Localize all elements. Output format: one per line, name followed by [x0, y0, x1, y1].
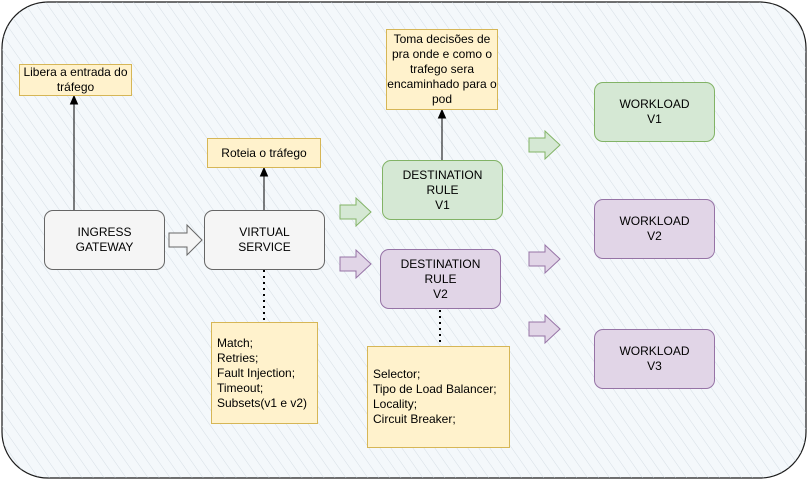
workload-v1-label: WORKLOAD — [619, 97, 690, 111]
workload-v3-node: WORKLOAD V3 — [594, 329, 715, 389]
destination-rule-v1-node: DESTINATION RULE V1 — [382, 160, 503, 220]
dest-v1-to-workload-v1-arrow — [528, 129, 561, 161]
destination-rule-v2-label: RULE — [424, 271, 457, 286]
vs-feature-item: Subsets(v1 e v2) — [217, 395, 308, 410]
ingress-gateway-label: INGRESS — [77, 225, 132, 239]
workload-v2-node: WORKLOAD V2 — [594, 199, 715, 259]
workload-v2-label: V2 — [647, 229, 662, 243]
vs-feature-item: Retries; — [217, 350, 259, 365]
destination-rule-v2-node: DESTINATION RULE V2 — [380, 249, 501, 309]
vs-features-note: Match; Retries; Fault Injection; Timeout… — [211, 322, 318, 424]
vs-note-arrowhead — [259, 166, 269, 177]
destination-rule-v1-label: V1 — [435, 197, 450, 212]
ingress-gateway-label: GATEWAY — [75, 240, 134, 254]
virtual-service-label: SERVICE — [238, 240, 291, 254]
vs-feature-item: Fault Injection; — [217, 365, 296, 380]
destination-rule-v2-label: DESTINATION — [400, 256, 481, 271]
vs-to-dest-v2-arrow — [339, 248, 372, 280]
destination-note-line: trafego sera — [409, 62, 475, 76]
workload-v2-label: WORKLOAD — [619, 214, 690, 228]
virtual-service-note: Roteia o tráfego — [207, 138, 321, 168]
destination-note: Toma decisões de pra onde e como o trafe… — [386, 29, 498, 110]
ingress-note-arrowhead — [69, 94, 79, 105]
virtual-service-node: VIRTUAL SERVICE — [204, 210, 325, 270]
dr-feature-item: Circuit Breaker; — [373, 412, 456, 426]
ingress-note-line: Libera a entrada do — [23, 65, 128, 79]
workload-v1-node: WORKLOAD V1 — [594, 82, 715, 142]
vs-to-dest-v1-arrow — [339, 196, 372, 228]
destination-rule-v2-label: V2 — [433, 286, 448, 301]
virtual-service-label: VIRTUAL — [239, 225, 290, 239]
workload-v3-label: WORKLOAD — [619, 344, 690, 358]
dr-features-note: Selector; Tipo de Load Balancer; Localit… — [367, 346, 510, 448]
workload-v3-label: V3 — [647, 359, 662, 373]
vs-feature-item: Timeout; — [217, 380, 264, 395]
dr-feature-item: Locality; — [373, 397, 418, 411]
workload-v1-label: V1 — [647, 112, 662, 126]
destination-rule-v1-label: RULE — [426, 182, 459, 197]
dest-note-arrowhead — [437, 108, 447, 119]
dr-feature-item: Selector; — [373, 367, 421, 381]
dest-v2-to-workload-v2-arrow — [528, 243, 561, 275]
destination-note-line: encaminhado para o — [387, 77, 497, 91]
dr-feature-item: Tipo de Load Balancer; — [373, 382, 497, 396]
virtual-service-note-line: Roteia o tráfego — [221, 145, 307, 160]
destination-rule-v1-label: DESTINATION — [402, 167, 483, 182]
ingress-note-line: tráfego — [56, 80, 95, 94]
ingress-note: Libera a entrada do tráfego — [19, 64, 132, 96]
destination-note-line: pod — [431, 92, 452, 106]
vs-feature-item: Match; — [217, 335, 254, 350]
ingress-gateway-node: INGRESS GATEWAY — [44, 210, 165, 270]
dest-v2-to-workload-v3-arrow — [528, 313, 561, 345]
ingress-to-vs-arrow — [168, 223, 203, 257]
destination-note-line: pra onde e como o — [391, 47, 493, 61]
destination-note-line: Toma decisões de — [393, 32, 491, 46]
